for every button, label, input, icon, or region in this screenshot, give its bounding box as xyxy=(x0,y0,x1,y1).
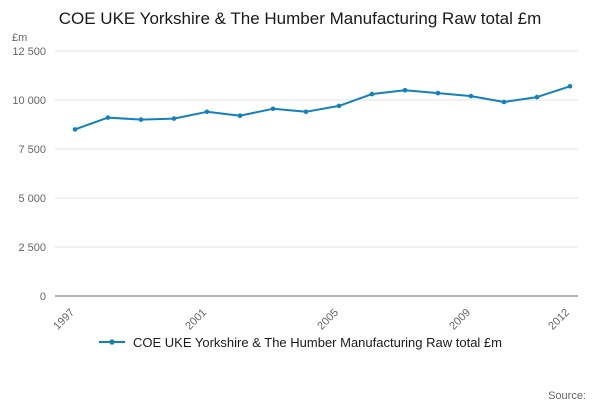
y-tick-label: 7 500 xyxy=(18,144,46,156)
data-point xyxy=(501,99,507,105)
data-point xyxy=(237,113,243,118)
legend: COE UKE Yorkshire & The Humber Manufactu… xyxy=(0,335,600,350)
y-tick-label: 10 000 xyxy=(12,95,46,107)
chart-title: COE UKE Yorkshire & The Humber Manufactu… xyxy=(58,9,542,28)
y-tick-label: 12 500 xyxy=(12,46,46,58)
y-tick-label: 2 500 xyxy=(18,242,46,254)
data-point xyxy=(204,109,210,115)
data-point xyxy=(171,116,177,121)
x-tick-label: 2012 xyxy=(546,307,572,333)
x-tick-label: 2001 xyxy=(183,307,209,333)
data-point xyxy=(72,127,78,132)
data-point xyxy=(567,83,573,89)
data-point xyxy=(468,93,474,99)
source-label: Source: xyxy=(548,390,586,402)
data-point xyxy=(402,87,408,93)
data-point xyxy=(270,106,276,112)
legend-label: COE UKE Yorkshire & The Humber Manufactu… xyxy=(133,334,502,350)
data-point xyxy=(138,117,144,122)
y-tick-label: 5 000 xyxy=(18,193,46,205)
y-axis-unit-label: £m xyxy=(12,33,27,44)
y-tick-label: 0 xyxy=(40,291,46,303)
x-tick-label: 1997 xyxy=(51,307,77,333)
data-line xyxy=(74,85,571,131)
data-point xyxy=(105,115,111,120)
data-point xyxy=(435,90,441,96)
x-tick-label: 2005 xyxy=(315,307,341,333)
line-chart: 0 2 500 5 000 7 500 10 000 12 500 £m 1997 2001 20… xyxy=(12,33,578,333)
data-point xyxy=(369,91,375,97)
x-tick-label: 2009 xyxy=(447,307,473,333)
data-point xyxy=(534,94,540,100)
data-point xyxy=(303,109,309,115)
data-point xyxy=(336,103,342,109)
legend-line-marker xyxy=(99,339,125,346)
